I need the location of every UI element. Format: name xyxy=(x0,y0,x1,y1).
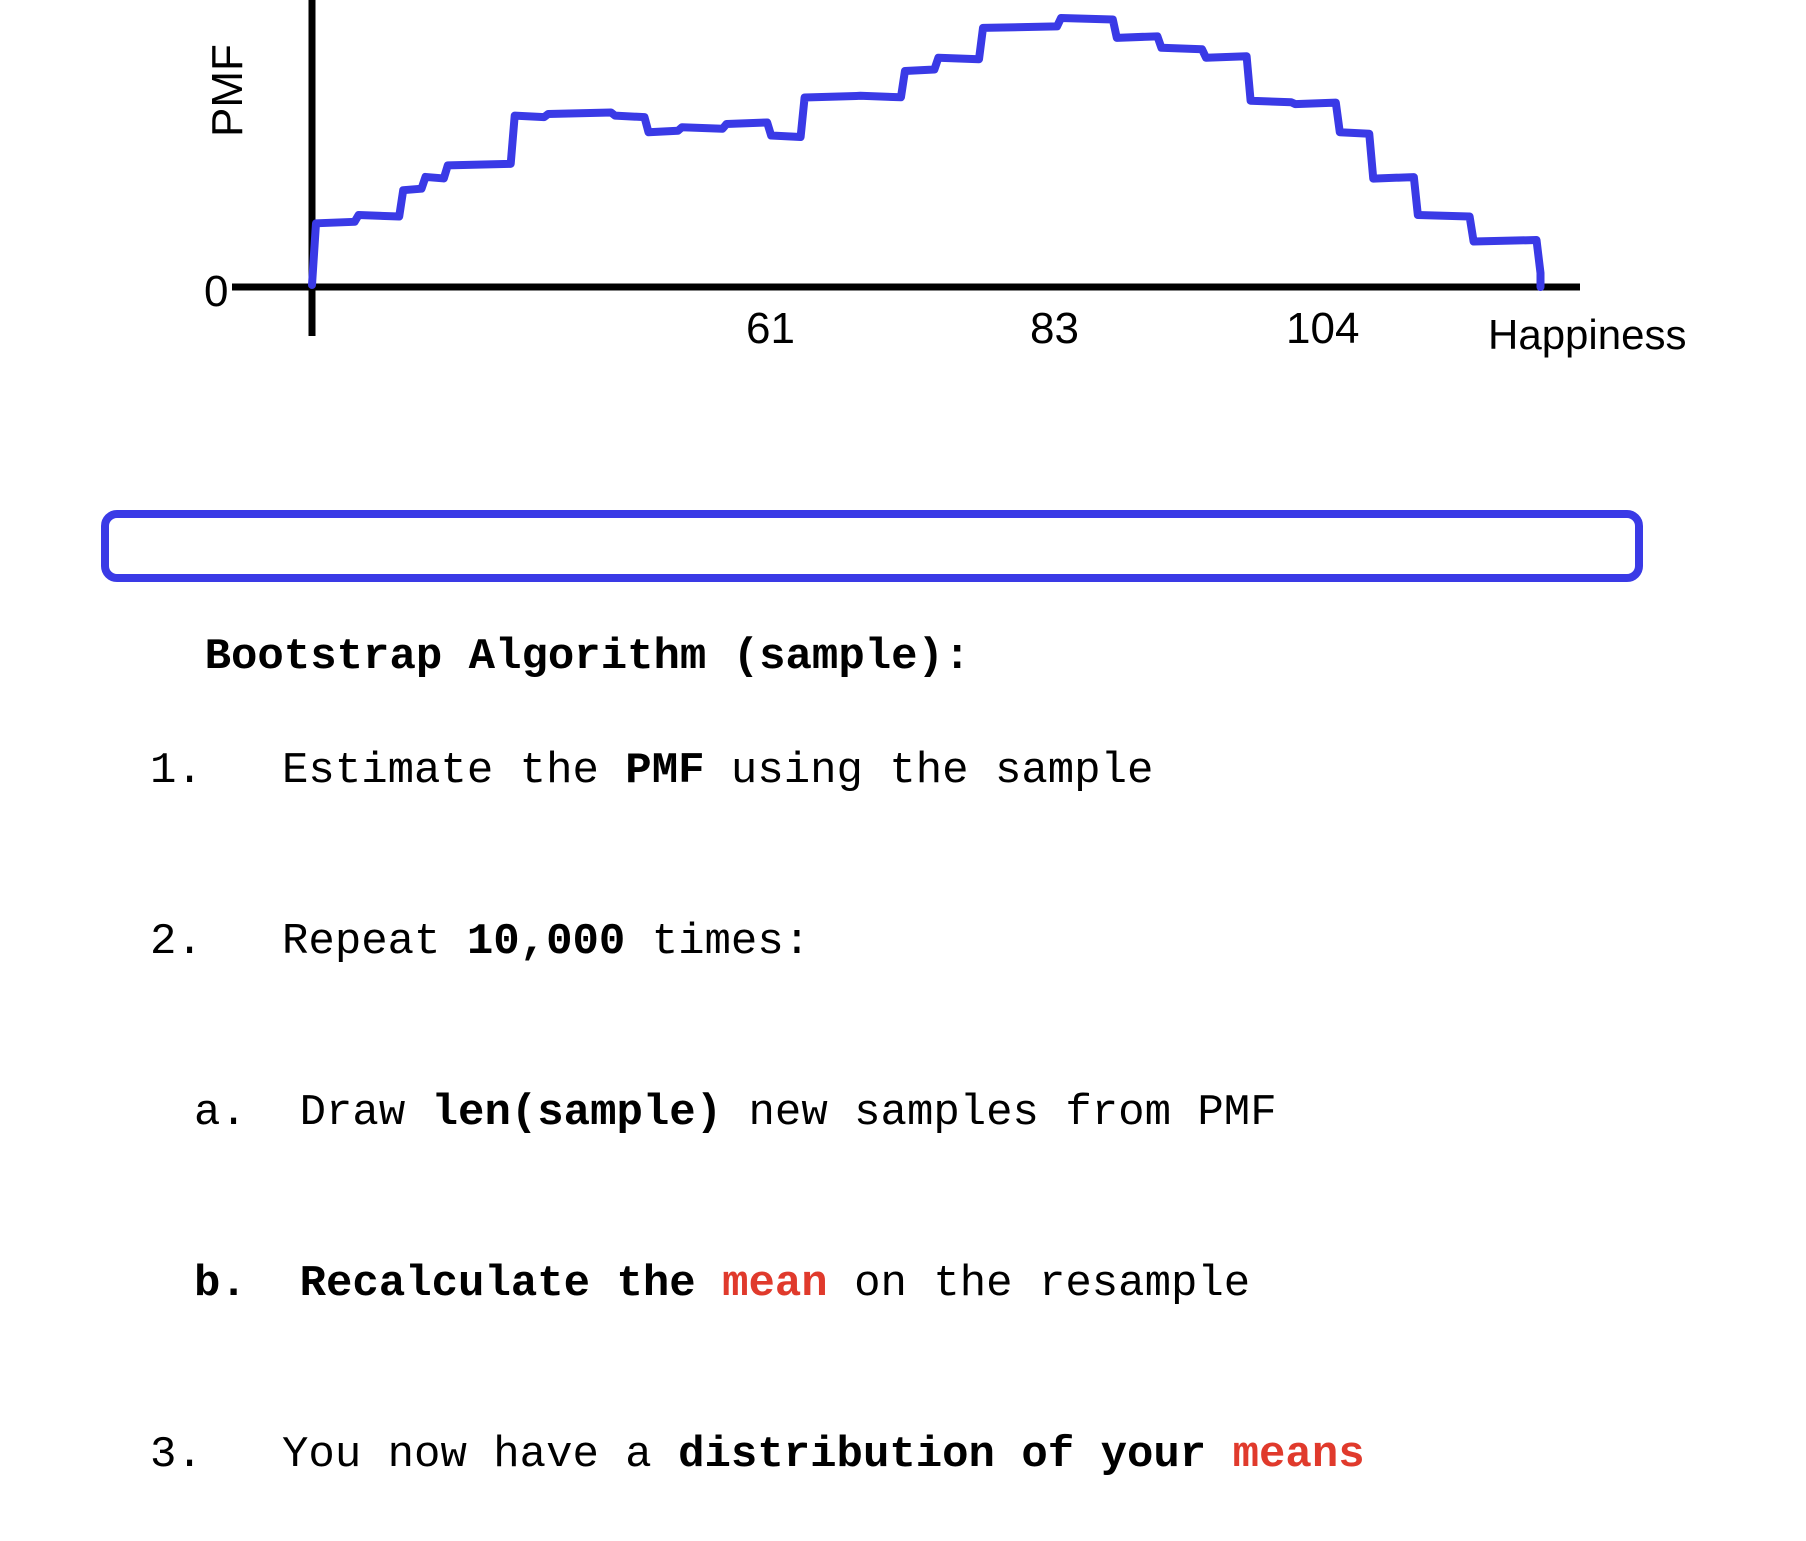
pmf-curve xyxy=(308,13,1545,291)
step-1-number: 1. xyxy=(150,746,203,796)
x-tick-61: 61 xyxy=(746,304,795,353)
step-1-highlight-box xyxy=(101,510,1643,582)
mean-highlight: mean xyxy=(722,1259,828,1309)
y-tick-0: 0 xyxy=(204,267,228,316)
step-2: 2. Repeat 10,000 times: xyxy=(150,917,811,967)
step-2a: a. Draw len(sample) new samples from PMF xyxy=(194,1088,1277,1138)
x-axis-label: Happiness xyxy=(1488,311,1686,358)
bootstrap-algorithm: Bootstrap Algorithm (sample): 1. Estimat… xyxy=(99,458,1365,1541)
step-3-number: 3. xyxy=(150,1430,203,1480)
step-3: 3. You now have a distribution of your m… xyxy=(150,1430,1365,1480)
step-1: 1. Estimate the PMF using the sample xyxy=(150,746,1154,796)
algorithm-title: Bootstrap Algorithm (sample): xyxy=(204,632,971,682)
x-tick-83: 83 xyxy=(1030,304,1079,353)
step-2-number: 2. xyxy=(150,917,203,967)
means-highlight: means xyxy=(1232,1430,1365,1480)
step-2a-letter: a. xyxy=(194,1088,247,1138)
step-2b-letter: b. xyxy=(194,1259,247,1309)
pmf-chart: PMF 0 61 83 104 Happiness xyxy=(203,0,1686,358)
x-tick-104: 104 xyxy=(1286,304,1359,353)
y-axis-label: PMF xyxy=(203,44,252,137)
step-2b: b. Recalculate the mean on the resample xyxy=(194,1259,1251,1309)
